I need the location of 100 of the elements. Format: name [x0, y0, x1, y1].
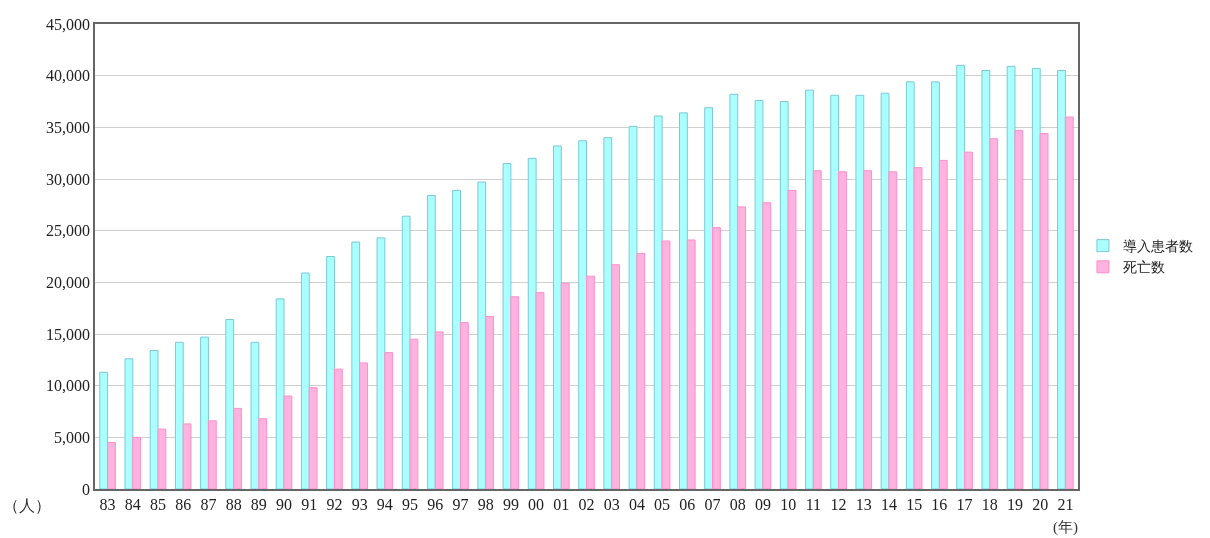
x-tick-label: 98: [477, 495, 494, 513]
bar: [762, 202, 772, 489]
x-tick-label: 03: [603, 495, 620, 513]
bar: [737, 206, 747, 489]
x-tick-label: 18: [981, 495, 998, 513]
bar: [99, 371, 109, 489]
bar: [628, 125, 638, 489]
bar: [787, 189, 797, 489]
x-tick-label: 96: [427, 495, 444, 513]
y-tick-label: 10,000: [46, 377, 91, 395]
bar: [905, 81, 915, 489]
bar: [729, 93, 739, 489]
bar: [679, 112, 688, 489]
bar: [485, 315, 494, 489]
bar: [426, 195, 436, 489]
bar: [300, 272, 310, 489]
bar: [207, 420, 217, 489]
bar: [275, 298, 285, 489]
y-tick-label: 5,000: [54, 428, 91, 446]
x-tick-label: 85: [150, 495, 167, 513]
x-tick-label: 06: [679, 495, 696, 513]
bar: [888, 171, 898, 489]
bar: [913, 167, 923, 489]
x-tick-label: 13: [855, 495, 872, 513]
bar: [981, 70, 991, 489]
bar: [938, 159, 948, 489]
bar: [477, 181, 487, 489]
x-tick-label: 91: [301, 495, 318, 513]
bar: [401, 215, 411, 489]
bar: [409, 338, 419, 489]
bar: [661, 240, 671, 489]
x-tick-label: 97: [452, 495, 469, 513]
bar: [225, 319, 235, 489]
y-tick-label: 25,000: [46, 222, 91, 240]
x-tick-label: 16: [931, 495, 948, 513]
x-tick-label: 20: [1032, 495, 1049, 513]
bar: [863, 170, 873, 489]
bar: [200, 336, 209, 489]
x-tick-label: 09: [754, 495, 771, 513]
x-tick-label: 95: [402, 495, 419, 513]
bar: [376, 237, 386, 489]
x-tick-label: 01: [553, 495, 570, 513]
x-tick-label: 92: [326, 495, 343, 513]
bar: [132, 436, 142, 489]
x-axis-title: (年): [1053, 519, 1078, 536]
bar: [452, 189, 461, 489]
bar: [174, 341, 184, 489]
x-tick-label: 11: [805, 495, 822, 513]
x-tick-label: 02: [578, 495, 595, 513]
bar: [1031, 67, 1041, 489]
bar: [308, 387, 318, 489]
bar: [434, 331, 444, 489]
x-tick-label: 93: [351, 495, 368, 513]
y-tick-label: 40,000: [46, 67, 91, 85]
bar: [107, 442, 116, 489]
bar: [258, 418, 268, 489]
x-tick-label: 86: [175, 495, 192, 513]
bar: [510, 296, 520, 489]
bar: [838, 171, 847, 489]
x-tick-label: 99: [502, 495, 519, 513]
x-tick-label: 12: [830, 495, 847, 513]
x-tick-label: 21: [1057, 495, 1074, 513]
bar: [754, 99, 764, 489]
bar: [1039, 133, 1049, 489]
bar: [124, 358, 134, 489]
bar: [603, 137, 613, 489]
y-tick-label: 15,000: [46, 325, 91, 343]
bar: [586, 275, 595, 489]
bar: [182, 423, 192, 489]
bar: [560, 282, 570, 489]
x-tick-label: 94: [376, 495, 393, 513]
bar: [636, 252, 646, 489]
bar: [964, 151, 973, 489]
legend-label: 導入患者数: [1122, 238, 1193, 255]
bar: [502, 163, 512, 489]
bar: [686, 239, 696, 489]
x-tick-label: 14: [880, 495, 897, 513]
bar: [830, 94, 840, 489]
bar: [552, 145, 562, 489]
x-tick-label: 89: [250, 495, 267, 513]
x-tick-label: 83: [99, 495, 116, 513]
y-tick-label: 20,000: [46, 273, 91, 291]
x-tick-label: 04: [628, 495, 645, 513]
x-tick-label: 84: [124, 495, 141, 513]
bar: [250, 341, 260, 489]
bar: [704, 107, 714, 489]
bar: [149, 350, 159, 489]
bar: [1014, 129, 1024, 489]
bar: [233, 407, 242, 489]
bar: [855, 94, 865, 489]
y-tick-label: 35,000: [46, 118, 91, 136]
bar: [812, 170, 822, 489]
bar: [578, 140, 587, 489]
x-tick-label: 07: [704, 495, 721, 513]
bar: [283, 395, 293, 489]
bar: [989, 138, 999, 489]
x-tick-label: 08: [729, 495, 746, 513]
bar: [384, 352, 394, 489]
bar: [459, 322, 469, 489]
bar: [535, 292, 545, 489]
